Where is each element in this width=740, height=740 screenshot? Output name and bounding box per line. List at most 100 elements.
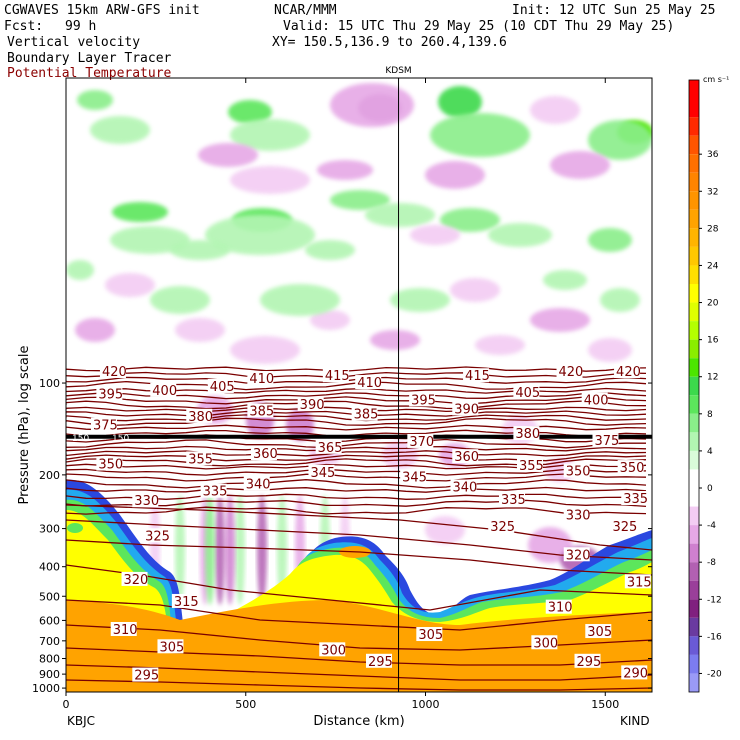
theta-label-bg-38 xyxy=(563,507,590,522)
theta-label-bg-9 xyxy=(150,382,177,397)
theta-label-bg-23 xyxy=(250,446,277,461)
axes-layer: KDSM 0 500 1000 1500 Distance (km) KBJC KIND 100… xyxy=(17,66,652,729)
colorbar-tick-label-14: -20 xyxy=(707,669,722,679)
tropopause-label-0: 150 xyxy=(72,434,89,444)
colorbar-bin-15 xyxy=(689,376,699,396)
theta-label-bg-12 xyxy=(409,392,436,407)
theta-label-bg-21 xyxy=(407,433,434,448)
theta-label-25: 355 xyxy=(188,452,213,467)
theta-line-upper-7 xyxy=(66,400,647,410)
header-xy: XY= 150.5,136.9 to 260.4,139.6 xyxy=(272,35,507,50)
theta-label-0: 420 xyxy=(102,365,127,380)
theta-label-bg-19 xyxy=(90,417,117,432)
y-tick-label-300: 300 xyxy=(39,523,60,536)
colorbar-bin-1 xyxy=(689,117,699,136)
theta-line-upper-8 xyxy=(66,406,647,413)
theta-line-upper-9 xyxy=(66,410,647,417)
header-init: Init: 12 UTC Sun 25 May 25 xyxy=(512,3,716,18)
theta-label-52: 300 xyxy=(533,636,558,651)
theta-label-16: 385 xyxy=(354,408,379,423)
theta-label-bg-17 xyxy=(186,408,213,423)
vv-cell-54 xyxy=(425,516,465,544)
theta-label-bg-6 xyxy=(355,375,382,390)
theta-label-bg-49 xyxy=(416,627,443,642)
theta-label-39: 325 xyxy=(145,529,170,544)
theta-label-bg-14 xyxy=(452,401,479,416)
colorbar-tick-label-2: 28 xyxy=(707,224,719,234)
theta-label-bg-7 xyxy=(207,378,234,393)
vv-streak-5 xyxy=(257,495,267,605)
theta-line-upper-24 xyxy=(66,486,647,493)
theta-line-lower-5 xyxy=(66,624,652,651)
colorbar-tick-label-11: -8 xyxy=(707,558,716,568)
theta-label-bg-30 xyxy=(308,464,335,479)
theta-label-bg-10 xyxy=(581,392,608,407)
colorbar-bin-10 xyxy=(689,284,699,303)
colorbar-bin-29 xyxy=(689,654,699,674)
theta-line-lower-8 xyxy=(66,679,652,691)
y-tick-label-700: 700 xyxy=(39,635,60,648)
theta-label-bg-54 xyxy=(365,653,392,668)
y-tick-label-900: 900 xyxy=(39,668,60,681)
colorbar-bin-4 xyxy=(689,172,699,192)
theta-label-bg-42 xyxy=(563,547,590,562)
vv-cell-22 xyxy=(440,208,500,232)
theta-label-55: 295 xyxy=(577,655,602,670)
theta-label-47: 310 xyxy=(113,623,138,638)
theta-line-upper-6 xyxy=(66,396,647,405)
vv-cell-26 xyxy=(305,240,355,260)
theta-label-17: 380 xyxy=(188,410,213,425)
theta-line-upper-23 xyxy=(66,479,647,489)
vv-cell-15 xyxy=(425,161,485,189)
colorbar-tick-label-0: 36 xyxy=(707,150,719,160)
theta-label-1: 420 xyxy=(559,365,584,380)
theta-label-54: 295 xyxy=(368,655,393,670)
colorbar-bin-5 xyxy=(689,191,699,210)
theta-label-50: 305 xyxy=(587,625,612,640)
theta-label-4: 415 xyxy=(465,369,490,384)
colorbar-bin-11 xyxy=(689,302,699,322)
theta-label-20: 375 xyxy=(594,434,619,449)
colorbar-tick-label-7: 8 xyxy=(707,410,713,420)
theta-line-lower-1 xyxy=(66,519,652,561)
vv-cell-38 xyxy=(150,286,210,314)
vv-cell-1 xyxy=(90,116,150,144)
colorbar-bin-30 xyxy=(689,673,699,692)
theta-label-30: 345 xyxy=(310,466,335,481)
vv-streak-4 xyxy=(235,495,245,605)
theta-label-8: 405 xyxy=(515,386,540,401)
theta-label-40: 325 xyxy=(490,520,515,535)
theta-label-bg-52 xyxy=(531,635,558,650)
header-field-potential-temperature: Potential Temperature xyxy=(7,66,172,81)
header-fcst-label: Fcst: xyxy=(4,19,44,34)
theta-label-bg-44 xyxy=(624,574,651,589)
colorbar-bin-8 xyxy=(689,246,699,266)
theta-label-12: 395 xyxy=(411,393,436,408)
colorbar-tick-label-1: 32 xyxy=(707,187,718,197)
theta-label-6: 410 xyxy=(357,376,382,391)
theta-label-bg-34 xyxy=(200,483,227,498)
theta-line-upper-5 xyxy=(66,392,647,400)
colorbar-bin-25 xyxy=(689,580,699,600)
colorbar-bin-17 xyxy=(689,413,699,433)
theta-label-bg-27 xyxy=(96,456,123,471)
header-fcst-value: 99 h xyxy=(65,19,97,34)
theta-label-bg-22 xyxy=(315,439,342,454)
colorbar-bin-13 xyxy=(689,339,699,359)
theta-label-53: 295 xyxy=(134,669,159,684)
theta-label-35: 335 xyxy=(501,493,526,508)
vv-cell-42 xyxy=(600,288,640,312)
header-center: NCAR/MMM xyxy=(274,3,337,18)
colorbar-bin-18 xyxy=(689,432,699,451)
theta-label-bg-18 xyxy=(513,426,540,441)
vv-cell-41 xyxy=(543,270,587,290)
colorbar-bin-7 xyxy=(689,228,699,247)
kdsm-marker-label: KDSM xyxy=(385,66,411,76)
colorbar-bin-22 xyxy=(689,525,699,544)
tropopause-label-1: 150 xyxy=(112,434,129,444)
theta-label-bg-46 xyxy=(545,599,572,614)
vv-cell-35 xyxy=(370,330,420,350)
theta-label-bg-47 xyxy=(110,621,137,636)
colorbar-bin-23 xyxy=(689,543,699,563)
